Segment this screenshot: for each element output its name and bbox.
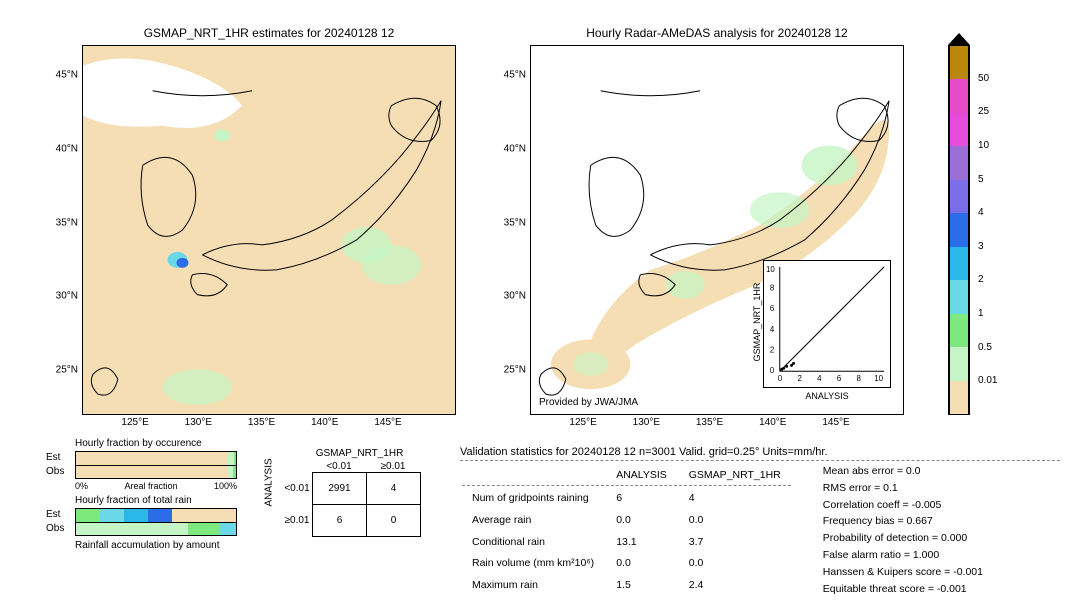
frac-title-1: Hourly fraction by occurence [75,438,235,449]
cont-row-1: ≥0.01 [282,515,312,526]
axis-c: Areal fraction [124,481,177,491]
map-svg-left [83,46,455,414]
xtick: 125°E [569,414,596,428]
totalrain-bars: Est Obs [75,508,237,536]
svg-text:4: 4 [817,374,822,383]
cont-cell: 4 [367,473,421,505]
frac-title-2: Hourly fraction of total rain [75,495,235,506]
map-attribution: Provided by JWA/JMA [539,397,638,408]
ytick: 25°N [504,364,531,375]
xtick: 140°E [759,414,786,428]
svg-text:2: 2 [797,374,801,383]
ytick: 45°N [504,70,531,81]
stats-title: Validation statistics for 20240128 12 n=… [460,446,1060,458]
xtick: 125°E [121,414,148,428]
cont-cell: 0 [367,505,421,537]
svg-text:8: 8 [857,374,862,383]
xtick: 135°E [696,414,723,428]
map-radar: Hourly Radar-AMeDAS analysis for 2024012… [530,45,904,415]
colorbar: 502510543210.50.01 [948,45,970,415]
svg-text:10: 10 [874,374,883,383]
contingency-table: GSMAP_NRT_1HR ANALYSIS <0.01 ≥0.01 <0.01… [268,448,421,537]
xtick: 130°E [185,414,212,428]
inset-ylabel: GSMAP_NRT_1HR [752,277,762,367]
stats-table: ANALYSISGSMAP_NRT_1HR Num of gridpoints … [460,463,793,597]
fraction-bars: Hourly fraction by occurence Est Obs 0% … [45,438,235,553]
cont-cell: 2991 [313,473,367,505]
svg-text:6: 6 [770,304,775,313]
svg-text:0: 0 [770,366,775,375]
ytick: 30°N [56,291,83,302]
svg-text:4: 4 [770,325,775,334]
map-gsmap: GSMAP_NRT_1HR estimates for 20240128 12 … [82,45,456,415]
xtick: 135°E [248,414,275,428]
svg-text:2: 2 [770,346,774,355]
xtick: 140°E [311,414,338,428]
cont-col-title: GSMAP_NRT_1HR [298,448,421,459]
ytick: 40°N [504,144,531,155]
xtick: 145°E [374,414,401,428]
svg-text:8: 8 [770,284,775,293]
stats-metrics: Mean abs error = 0.0RMS error = 0.1Corre… [823,463,983,597]
xtick: 145°E [822,414,849,428]
inset-scatter: 0246810 0246810 ANALYSIS GSMAP_NRT_1HR [763,260,891,388]
est-label: Est [46,509,60,520]
cont-col-0: <0.01 [312,461,366,472]
xtick: 130°E [633,414,660,428]
svg-text:6: 6 [837,374,842,383]
cont-col-1: ≥0.01 [366,461,420,472]
ytick: 35°N [56,217,83,228]
cont-row-0: <0.01 [282,483,312,494]
ytick: 40°N [56,144,83,155]
stats-block: Validation statistics for 20240128 12 n=… [460,446,1060,597]
cont-cell: 6 [313,505,367,537]
est-label: Est [46,452,60,463]
frac-title-3: Rainfall accumulation by amount [75,540,235,551]
page-root: GSMAP_NRT_1HR estimates for 20240128 12 … [0,0,1080,612]
ytick: 35°N [504,217,531,228]
map-title-left: GSMAP_NRT_1HR estimates for 20240128 12 [83,26,455,40]
map-title-right: Hourly Radar-AMeDAS analysis for 2024012… [531,26,903,40]
cont-row-title: ANALYSIS [264,492,275,506]
inset-xlabel: ANALYSIS [764,391,890,401]
axis-100: 100% [214,481,237,491]
svg-text:10: 10 [766,265,775,274]
obs-label: Obs [46,523,64,534]
ytick: 30°N [504,291,531,302]
obs-label: Obs [46,466,64,477]
axis-0: 0% [75,481,88,491]
ytick: 25°N [56,364,83,375]
occurrence-bars: Est Obs [75,451,237,479]
ytick: 45°N [56,70,83,81]
svg-text:0: 0 [778,374,783,383]
